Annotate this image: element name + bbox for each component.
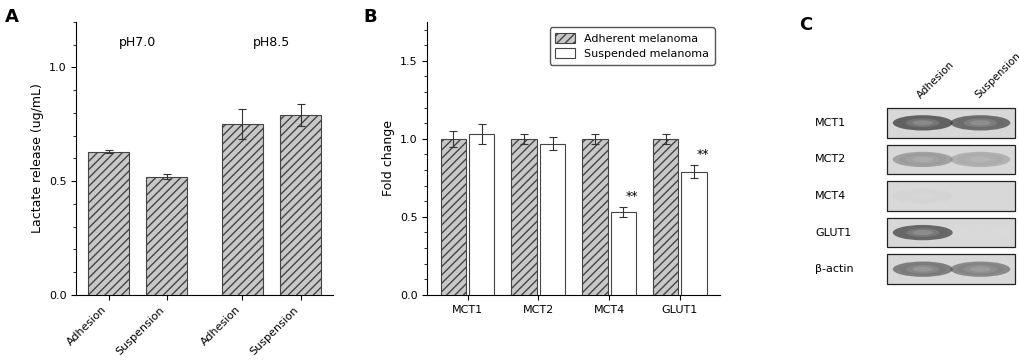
Ellipse shape bbox=[963, 155, 997, 164]
Ellipse shape bbox=[950, 261, 1010, 277]
Ellipse shape bbox=[969, 266, 989, 272]
Text: GLUT1: GLUT1 bbox=[814, 228, 850, 238]
Legend: Adherent melanoma, Suspended melanoma: Adherent melanoma, Suspended melanoma bbox=[549, 27, 714, 64]
Ellipse shape bbox=[892, 225, 952, 240]
Bar bbox=[887, 218, 1014, 248]
Bar bbox=[222, 124, 263, 295]
Bar bbox=[280, 115, 321, 295]
Ellipse shape bbox=[956, 154, 1003, 165]
Ellipse shape bbox=[969, 120, 989, 126]
Bar bbox=[610, 212, 636, 295]
Ellipse shape bbox=[912, 157, 932, 162]
Ellipse shape bbox=[899, 227, 946, 238]
Text: A: A bbox=[5, 8, 18, 26]
Ellipse shape bbox=[912, 193, 932, 199]
Bar bbox=[440, 139, 466, 295]
Ellipse shape bbox=[892, 261, 952, 277]
Text: MCT4: MCT4 bbox=[814, 191, 846, 201]
Text: β-actin: β-actin bbox=[814, 264, 853, 274]
Ellipse shape bbox=[899, 117, 946, 129]
Ellipse shape bbox=[905, 265, 938, 273]
Bar bbox=[681, 171, 706, 295]
Text: MCT1: MCT1 bbox=[814, 118, 845, 128]
Ellipse shape bbox=[963, 119, 997, 127]
Text: pH7.0: pH7.0 bbox=[119, 36, 156, 49]
Text: MCT2: MCT2 bbox=[814, 154, 846, 165]
Y-axis label: Fold change: Fold change bbox=[381, 120, 394, 196]
Bar bbox=[511, 139, 536, 295]
Text: Suspension: Suspension bbox=[972, 51, 1019, 100]
Ellipse shape bbox=[956, 117, 1003, 129]
Text: B: B bbox=[363, 8, 376, 26]
Bar bbox=[146, 177, 186, 295]
Ellipse shape bbox=[905, 192, 938, 200]
Bar bbox=[582, 139, 607, 295]
Ellipse shape bbox=[950, 115, 1010, 131]
Ellipse shape bbox=[892, 152, 952, 167]
Ellipse shape bbox=[956, 263, 1003, 275]
Text: pH8.5: pH8.5 bbox=[253, 36, 289, 49]
Bar bbox=[88, 151, 128, 295]
Ellipse shape bbox=[905, 119, 938, 127]
Ellipse shape bbox=[892, 115, 952, 131]
Ellipse shape bbox=[969, 157, 989, 162]
Ellipse shape bbox=[912, 120, 932, 126]
Bar bbox=[887, 181, 1014, 211]
Bar bbox=[887, 108, 1014, 138]
Ellipse shape bbox=[899, 263, 946, 275]
Ellipse shape bbox=[899, 190, 946, 202]
Text: **: ** bbox=[696, 148, 708, 161]
Ellipse shape bbox=[905, 228, 938, 237]
Y-axis label: Lactate release (ug/mL): Lactate release (ug/mL) bbox=[31, 83, 44, 233]
Bar bbox=[887, 254, 1014, 284]
Ellipse shape bbox=[912, 266, 932, 272]
Ellipse shape bbox=[892, 188, 952, 204]
Bar bbox=[887, 145, 1014, 174]
Bar bbox=[469, 134, 494, 295]
Ellipse shape bbox=[905, 155, 938, 164]
Ellipse shape bbox=[950, 152, 1010, 167]
Text: **: ** bbox=[626, 190, 638, 203]
Ellipse shape bbox=[963, 265, 997, 273]
Ellipse shape bbox=[912, 230, 932, 235]
Bar bbox=[652, 139, 678, 295]
Text: C: C bbox=[798, 16, 811, 34]
Text: Adhesion: Adhesion bbox=[915, 59, 956, 100]
Ellipse shape bbox=[899, 154, 946, 165]
Bar bbox=[539, 143, 565, 295]
